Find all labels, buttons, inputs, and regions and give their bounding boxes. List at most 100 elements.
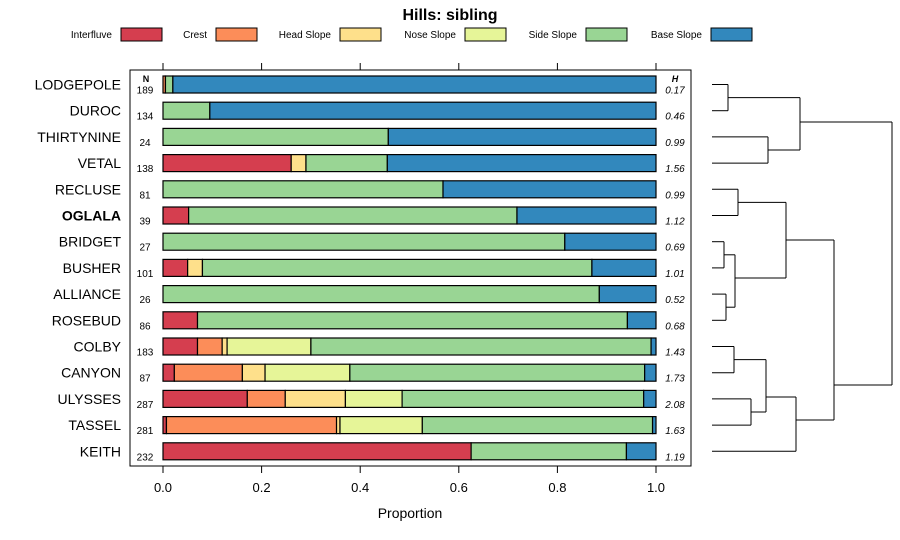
bar-segment-side-slope bbox=[349, 363, 646, 382]
row-recluse: RECLUSE 81 0.99 bbox=[55, 180, 685, 201]
row-tassel: TASSEL 281 1.63 bbox=[68, 416, 685, 437]
bar-segment-side-slope bbox=[162, 127, 389, 146]
bar-segment-side-slope bbox=[470, 442, 628, 461]
x-axis-title: Proportion bbox=[378, 505, 443, 521]
bar-segment-side-slope bbox=[196, 311, 629, 330]
h-value: 0.68 bbox=[665, 321, 685, 332]
dendrogram bbox=[712, 84, 893, 452]
bar-segment-side-slope bbox=[164, 75, 174, 94]
h-value: 0.46 bbox=[665, 112, 685, 123]
bar-segment-interfluve bbox=[162, 154, 292, 173]
soil-label: RECLUSE bbox=[55, 181, 121, 197]
bar-segment-crest bbox=[196, 337, 223, 356]
row-alliance: ALLIANCE 26 0.52 bbox=[53, 285, 685, 306]
bar-rows: LODGEPOLE 189 0.17 DUROC 134 0.46 THIRTYNINE 24… bbox=[35, 75, 685, 463]
x-tick-label: 0.4 bbox=[351, 480, 369, 495]
x-axis: 0.0 0.2 0.4 0.6 0.8 1.0 bbox=[154, 63, 665, 495]
n-value: 24 bbox=[139, 138, 151, 149]
bar-segment-interfluve bbox=[162, 389, 248, 408]
bar-segment-base-slope bbox=[598, 285, 657, 304]
n-value: 183 bbox=[137, 348, 154, 359]
bar-segment-crest bbox=[173, 363, 243, 382]
row-ulysses: ULYSSES 287 2.08 bbox=[57, 389, 685, 411]
bar-segment-head-slope bbox=[187, 258, 204, 277]
h-value: 1.56 bbox=[665, 164, 685, 175]
h-value: 0.99 bbox=[665, 138, 685, 149]
bar-segment-interfluve bbox=[162, 206, 190, 225]
legend-label-base-slope: Base Slope bbox=[651, 30, 703, 41]
n-value: 232 bbox=[137, 452, 154, 463]
n-value: 189 bbox=[137, 86, 154, 97]
legend-label-nose-slope: Nose Slope bbox=[404, 30, 456, 41]
bar-segment-head-slope bbox=[290, 154, 307, 173]
n-value: 26 bbox=[139, 295, 151, 306]
soil-label: LODGEPOLE bbox=[35, 77, 121, 93]
h-value: 1.63 bbox=[665, 426, 685, 437]
bar-segment-base-slope bbox=[625, 442, 657, 461]
soil-label: TASSEL bbox=[68, 417, 121, 433]
soil-label: CANYON bbox=[61, 365, 121, 381]
row-canyon: CANYON 87 1.73 bbox=[61, 363, 685, 385]
soil-label: ALLIANCE bbox=[53, 286, 121, 302]
legend-swatch-base-slope bbox=[710, 27, 753, 42]
soil-label: THIRTYNINE bbox=[37, 129, 121, 145]
bar-segment-side-slope bbox=[305, 154, 388, 173]
bar-segment-base-slope bbox=[650, 337, 657, 356]
h-value: 0.99 bbox=[665, 190, 685, 201]
n-value: 138 bbox=[137, 164, 154, 175]
n-value: 39 bbox=[139, 217, 151, 228]
bar-segment-base-slope bbox=[643, 389, 657, 408]
x-tick-label: 1.0 bbox=[647, 480, 665, 495]
bar-segment-side-slope bbox=[310, 337, 652, 356]
bar-segment-base-slope bbox=[651, 416, 657, 435]
x-tick-label: 0.0 bbox=[154, 480, 172, 495]
h-value: 1.01 bbox=[665, 269, 684, 280]
h-value: 0.17 bbox=[665, 86, 685, 97]
n-column-header: N bbox=[143, 74, 150, 84]
bar-segment-crest bbox=[165, 416, 338, 435]
soil-label: ROSEBUD bbox=[52, 312, 121, 328]
row-lodgepole: LODGEPOLE 189 0.17 bbox=[35, 75, 685, 97]
legend: Interfluve Crest Head Slope Nose Slope Side … bbox=[71, 27, 753, 42]
legend-swatch-head-slope bbox=[339, 27, 382, 42]
bar-segment-side-slope bbox=[162, 101, 211, 120]
h-value: 1.43 bbox=[665, 348, 685, 359]
h-value: 2.08 bbox=[664, 400, 685, 411]
legend-label-interfluve: Interfluve bbox=[71, 30, 113, 41]
soil-label: VETAL bbox=[78, 155, 122, 171]
bar-segment-side-slope bbox=[421, 416, 654, 435]
bar-segment-base-slope bbox=[564, 232, 657, 251]
h-column-header: H bbox=[672, 74, 679, 84]
soil-label: BUSHER bbox=[63, 260, 121, 276]
legend-swatch-nose-slope bbox=[464, 27, 507, 42]
bar-segment-nose-slope bbox=[339, 416, 423, 435]
soil-label: KEITH bbox=[80, 443, 121, 459]
legend-swatch-side-slope bbox=[585, 27, 628, 42]
bar-segment-base-slope bbox=[209, 101, 657, 120]
h-value: 1.12 bbox=[665, 217, 685, 228]
soil-label: ULYSSES bbox=[57, 391, 121, 407]
soil-label: COLBY bbox=[74, 339, 122, 355]
legend-label-head-slope: Head Slope bbox=[279, 30, 332, 41]
bar-segment-nose-slope bbox=[226, 337, 312, 356]
bar-segment-side-slope bbox=[401, 389, 645, 408]
bar-segment-base-slope bbox=[626, 311, 657, 330]
bar-segment-side-slope bbox=[188, 206, 518, 225]
bar-segment-interfluve bbox=[162, 442, 472, 461]
bar-segment-base-slope bbox=[386, 154, 657, 173]
n-value: 287 bbox=[137, 400, 154, 411]
n-value: 134 bbox=[137, 112, 154, 123]
h-value: 1.73 bbox=[665, 374, 685, 385]
n-value: 86 bbox=[139, 321, 151, 332]
bar-segment-interfluve bbox=[162, 311, 199, 330]
chart-title: Hills: sibling bbox=[402, 7, 497, 24]
soil-label: DUROC bbox=[70, 103, 121, 119]
bar-segment-side-slope bbox=[162, 180, 444, 199]
row-duroc: DUROC 134 0.46 bbox=[70, 101, 685, 123]
row-keith: KEITH 232 1.19 bbox=[80, 442, 685, 463]
bar-segment-side-slope bbox=[201, 258, 593, 277]
row-oglala: OGLALA 39 1.12 bbox=[62, 206, 685, 228]
n-value: 87 bbox=[139, 374, 151, 385]
bar-segment-base-slope bbox=[442, 180, 657, 199]
bar-segment-base-slope bbox=[387, 127, 657, 146]
